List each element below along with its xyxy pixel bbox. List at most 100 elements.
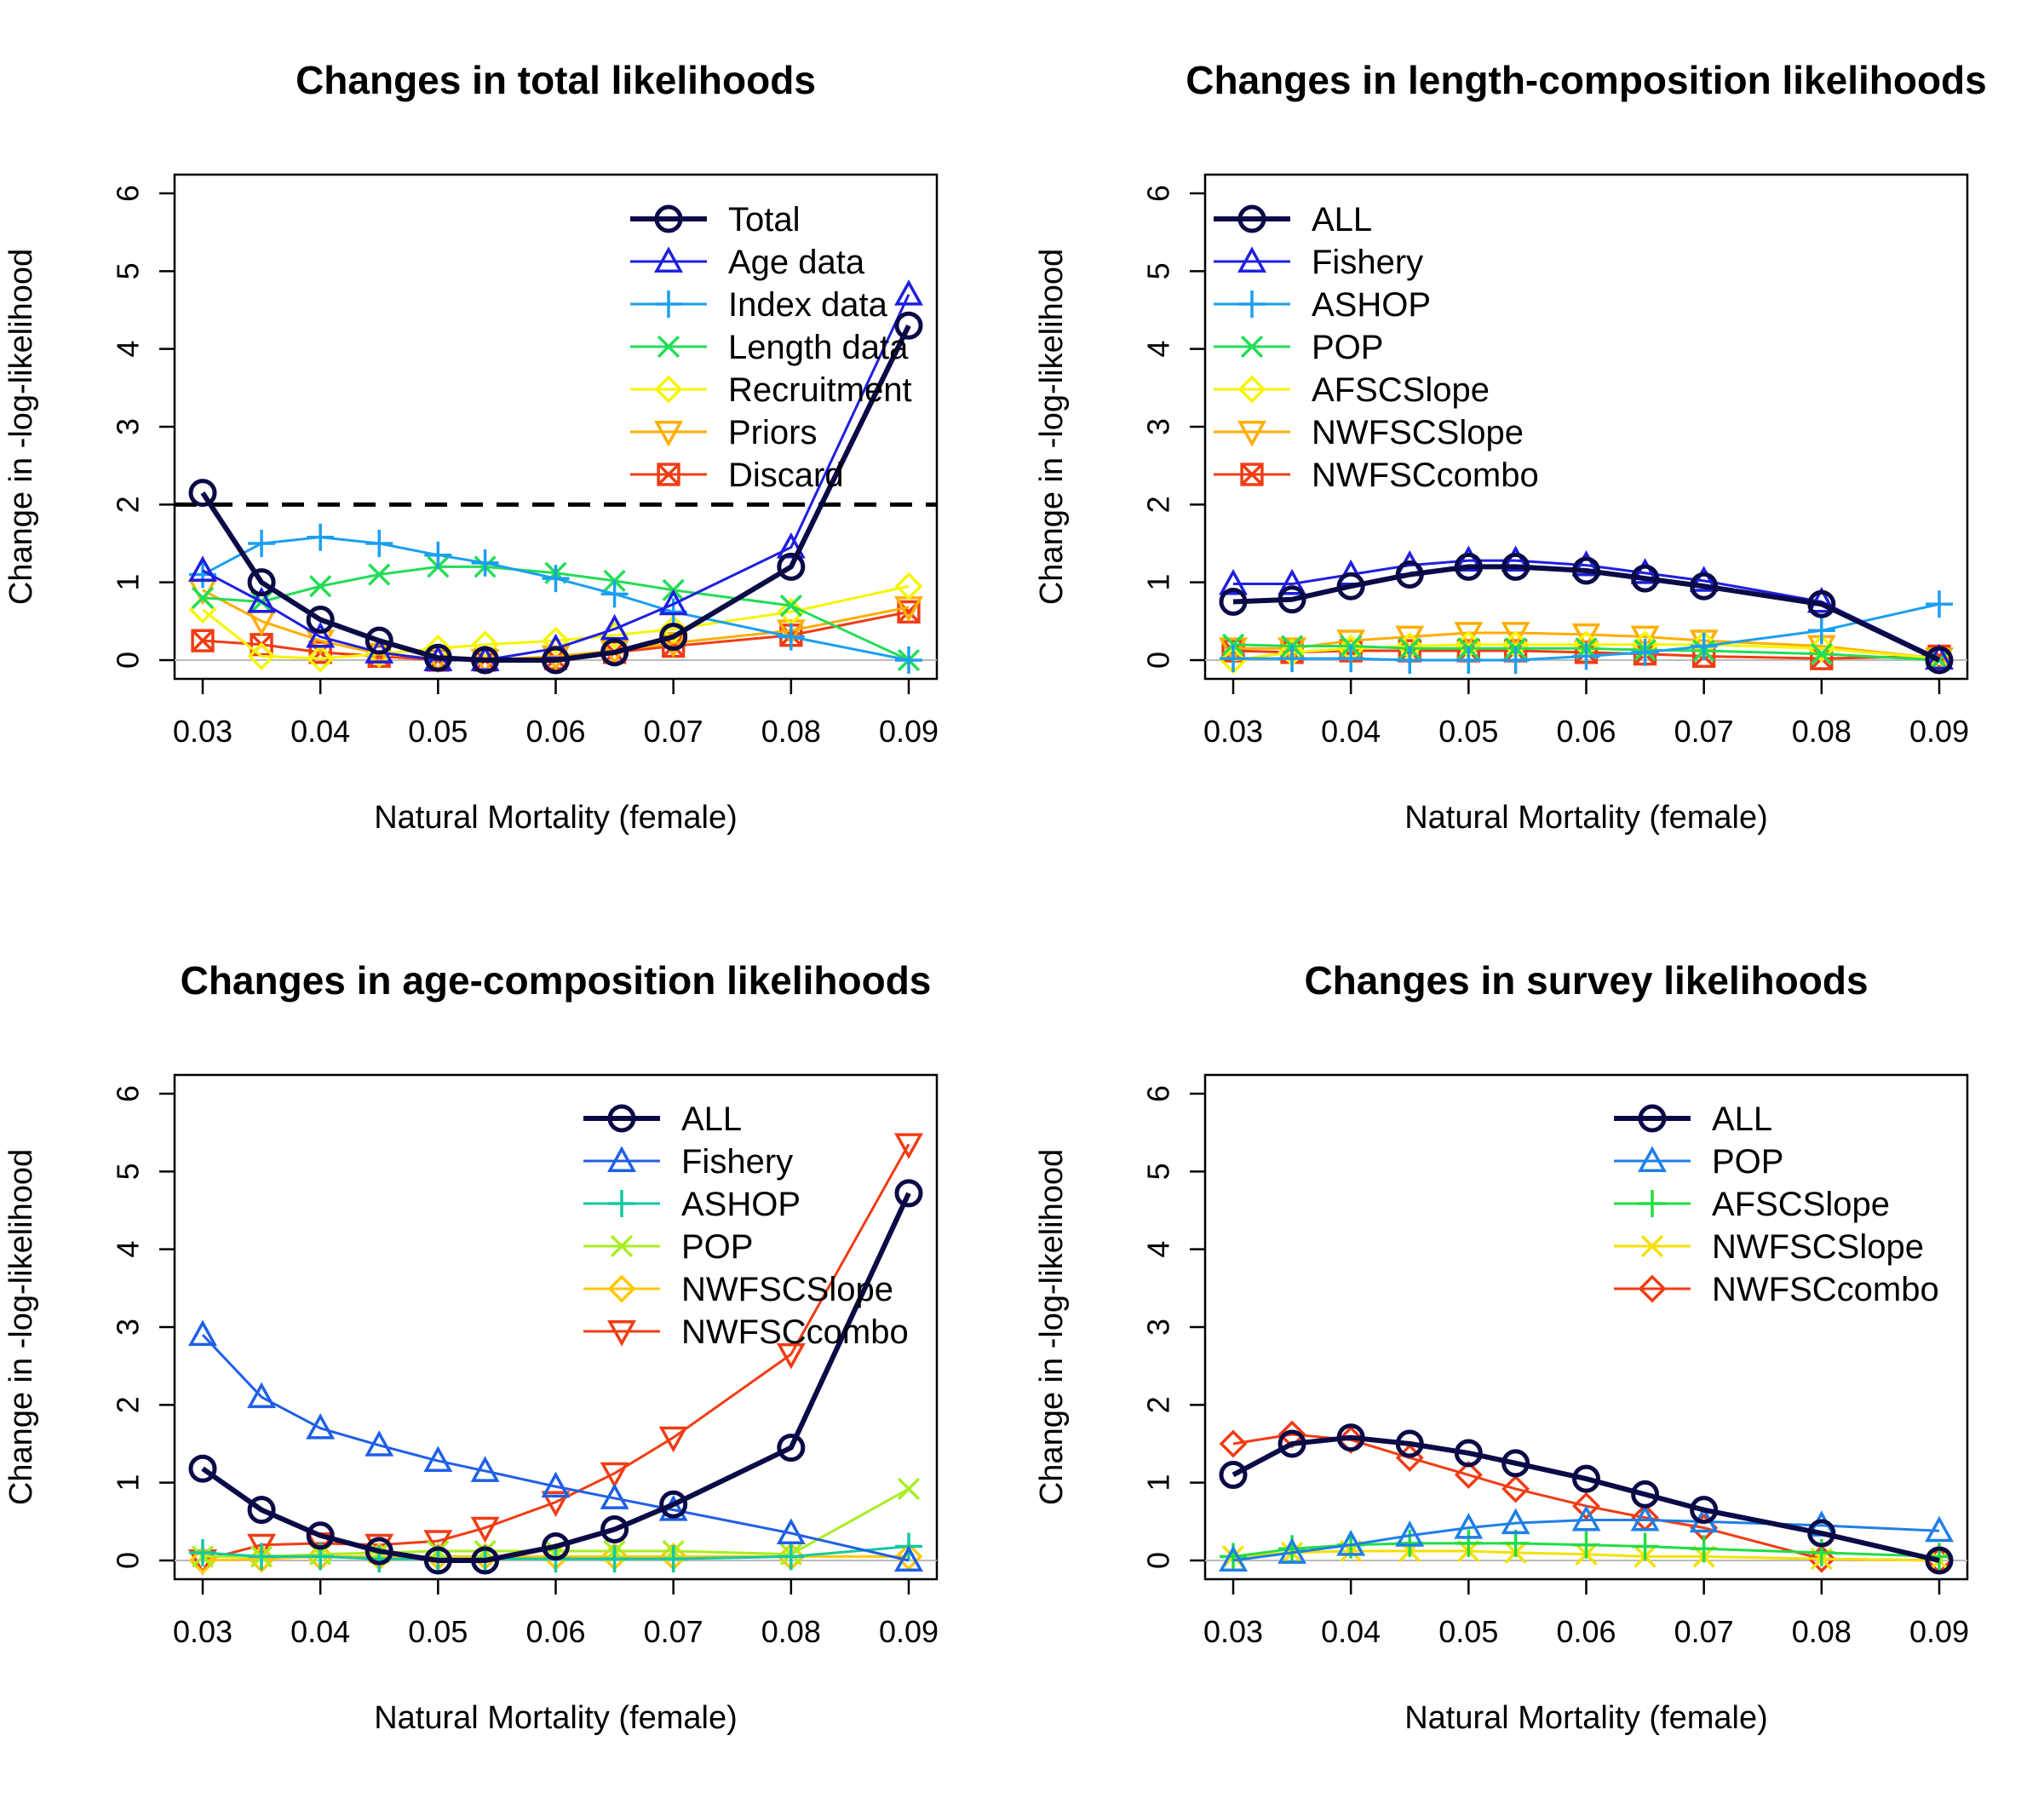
legend: ALL POP AFSCSlope NWFSCSlope NWFSCcombo bbox=[1614, 1101, 1939, 1308]
data-point bbox=[1336, 572, 1365, 601]
data-point bbox=[423, 1530, 453, 1556]
series-line bbox=[1232, 564, 1941, 663]
series-line bbox=[1233, 559, 1940, 660]
legend-entry: Discard bbox=[630, 457, 844, 494]
y-tick-label: 4 bbox=[1141, 341, 1176, 358]
data-point bbox=[1501, 1529, 1530, 1557]
y-tick-label: 0 bbox=[111, 652, 146, 669]
y-axis-label: Change in -log-likelihood bbox=[3, 1149, 39, 1505]
data-point bbox=[471, 549, 499, 577]
data-point bbox=[1572, 556, 1600, 585]
data-point bbox=[1278, 1537, 1307, 1564]
data-point bbox=[248, 1543, 276, 1571]
data-point bbox=[247, 1382, 277, 1409]
data-point bbox=[1278, 585, 1306, 614]
data-point bbox=[1396, 647, 1424, 674]
data-point-cross bbox=[191, 629, 215, 652]
x-tick-label: 0.05 bbox=[1438, 1614, 1498, 1649]
data-point bbox=[191, 629, 215, 652]
legend-entry: ALL bbox=[1614, 1101, 1772, 1138]
data-point bbox=[1690, 572, 1719, 601]
x-tick-label: 0.04 bbox=[290, 1614, 350, 1649]
data-point bbox=[894, 1179, 923, 1208]
y-axis-label: Change in -log-likelihood bbox=[3, 249, 39, 605]
data-point bbox=[1501, 1508, 1530, 1535]
y-tick-label: 4 bbox=[1141, 1241, 1176, 1258]
series-total bbox=[188, 311, 923, 675]
legend-entry: NWFSCSlope bbox=[1614, 1228, 1924, 1266]
legend-marker bbox=[610, 1234, 634, 1258]
legend-marker bbox=[1638, 1146, 1667, 1172]
series-line bbox=[202, 1143, 910, 1562]
data-point bbox=[1572, 642, 1600, 670]
legend-marker bbox=[657, 335, 680, 359]
y-tick-label: 6 bbox=[1141, 1085, 1176, 1102]
data-point bbox=[894, 572, 923, 601]
chart-title: Changes in total likelihoods bbox=[296, 58, 816, 102]
legend-marker bbox=[1237, 375, 1266, 404]
legend-marker bbox=[1237, 421, 1266, 447]
data-point bbox=[1395, 625, 1425, 652]
data-point bbox=[600, 580, 629, 608]
data-point bbox=[1572, 1491, 1600, 1520]
data-point bbox=[1925, 646, 1954, 675]
data-point bbox=[1690, 1496, 1719, 1525]
data-point bbox=[542, 626, 570, 655]
data-point bbox=[776, 1343, 806, 1370]
data-point bbox=[1572, 1464, 1600, 1493]
data-point bbox=[1807, 1519, 1836, 1548]
x-tick-label: 0.04 bbox=[1321, 1614, 1381, 1649]
series-afscslope bbox=[1220, 1529, 1953, 1571]
x-tick-label: 0.08 bbox=[761, 1614, 821, 1649]
data-point bbox=[1395, 560, 1424, 589]
y-tick-label: 1 bbox=[1141, 574, 1176, 591]
data-point bbox=[659, 1490, 688, 1519]
data-point bbox=[777, 552, 806, 581]
data-point bbox=[1572, 1531, 1600, 1559]
data-point bbox=[1219, 1429, 1248, 1458]
series-line bbox=[1232, 1434, 1940, 1563]
x-tick-label: 0.06 bbox=[1556, 1614, 1616, 1649]
data-point bbox=[1454, 1513, 1484, 1539]
x-tick-label: 0.07 bbox=[644, 1614, 703, 1649]
x-tick-label: 0.03 bbox=[1203, 714, 1263, 749]
series-line bbox=[201, 1334, 910, 1562]
data-point bbox=[247, 641, 276, 670]
data-point bbox=[1689, 566, 1719, 592]
legend-label: AFSCSlope bbox=[1312, 371, 1490, 409]
legend-entry: POP bbox=[1214, 329, 1383, 366]
legend-entry: ASHOP bbox=[583, 1186, 801, 1223]
x-tick-label: 0.09 bbox=[879, 1614, 939, 1649]
legend-entry: ALL bbox=[1214, 201, 1372, 238]
legend-entry: NWFSCSlope bbox=[1214, 414, 1524, 451]
data-point bbox=[470, 1456, 500, 1482]
data-point bbox=[306, 1521, 335, 1550]
y-axis-label: Change in -log-likelihood bbox=[1034, 1149, 1070, 1505]
x-tick-label: 0.06 bbox=[1556, 714, 1616, 749]
y-tick-label: 3 bbox=[111, 418, 146, 435]
chart-panel-2: Changes in length-composition likelihood… bbox=[1034, 58, 1987, 836]
legend-entry: Fishery bbox=[583, 1143, 793, 1181]
x-tick-label: 0.05 bbox=[408, 1614, 468, 1649]
data-point bbox=[1278, 568, 1307, 595]
chart-title: Changes in length-composition likelihood… bbox=[1186, 58, 1986, 102]
legend: ALL Fishery ASHOP POP NWFSCSlope NWFSCcombo bbox=[583, 1101, 909, 1351]
x-axis-label: Natural Mortality (female) bbox=[1404, 1700, 1768, 1736]
data-point bbox=[776, 1518, 806, 1544]
legend-marker bbox=[1237, 246, 1266, 273]
legend-marker bbox=[1638, 1104, 1667, 1133]
data-point bbox=[600, 1514, 629, 1543]
data-point bbox=[894, 279, 923, 306]
data-point bbox=[188, 479, 217, 508]
legend-label: ALL bbox=[1712, 1101, 1772, 1138]
legend-marker bbox=[608, 1190, 635, 1217]
legend-marker bbox=[655, 290, 682, 318]
legend-marker bbox=[654, 421, 683, 447]
y-tick-label: 5 bbox=[111, 1163, 146, 1180]
legend-label: ASHOP bbox=[681, 1186, 801, 1223]
x-tick-label: 0.03 bbox=[173, 714, 233, 749]
chart-title: Changes in survey likelihoods bbox=[1304, 958, 1868, 1003]
legend-marker bbox=[654, 246, 683, 273]
legend-label: NWFSCcombo bbox=[1312, 457, 1539, 494]
legend-entry: Age data bbox=[630, 244, 865, 281]
